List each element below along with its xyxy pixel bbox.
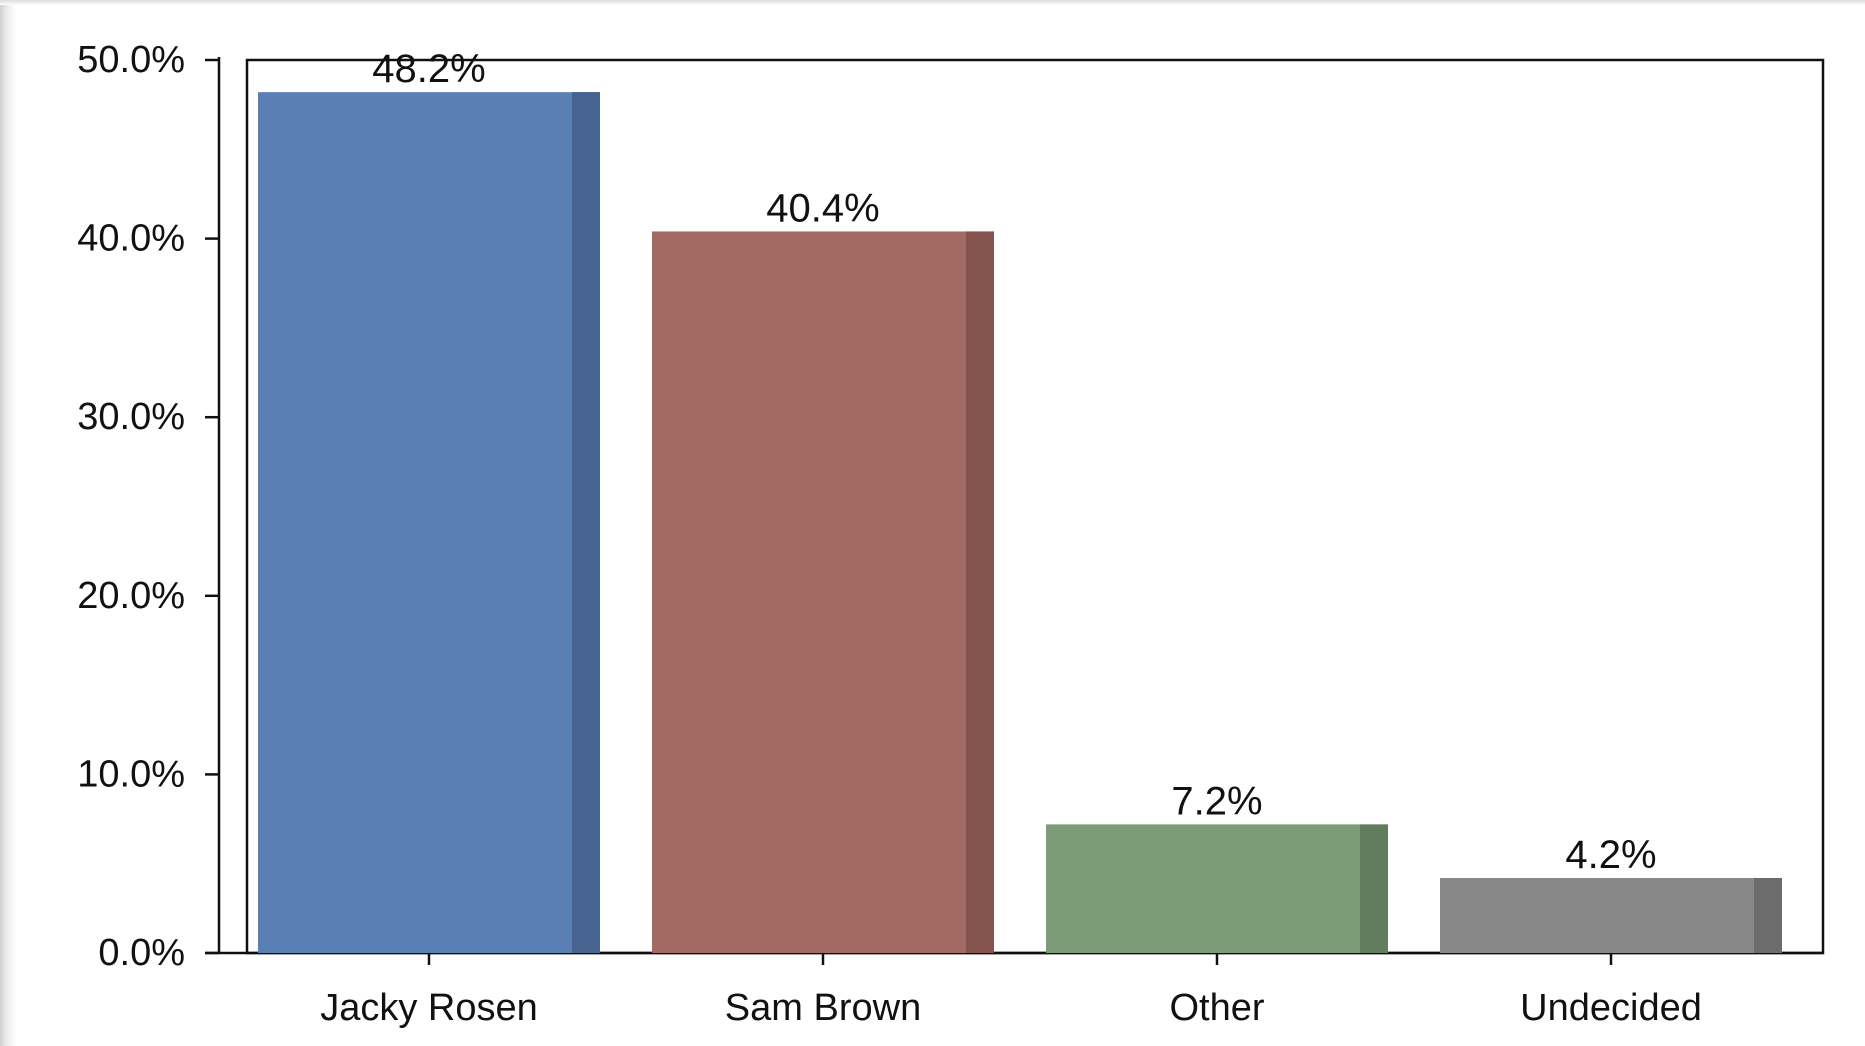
- y-tick-label: 50.0%: [77, 39, 185, 81]
- y-tick-label: 10.0%: [77, 753, 185, 795]
- bar-value-label: 4.2%: [1565, 833, 1656, 877]
- y-tick-label: 20.0%: [77, 575, 185, 617]
- x-category-label: Undecided: [1520, 987, 1702, 1029]
- bars-group: 48.2% 40.4% 7.2% 4.2%: [258, 47, 1782, 953]
- bar-side-shade: [1360, 824, 1388, 953]
- bar-side-shade: [966, 231, 994, 953]
- x-category-label: Jacky Rosen: [320, 987, 538, 1029]
- bar-undecided: [1440, 877, 1782, 953]
- bar-body: [1440, 877, 1782, 953]
- y-tick-label: 30.0%: [77, 396, 185, 438]
- x-category-label: Sam Brown: [725, 987, 921, 1029]
- bar-jacky-rosen: [258, 92, 600, 953]
- bar-body: [1046, 824, 1388, 953]
- window-top-edge: [0, 0, 1865, 5]
- bar-value-label: 40.4%: [766, 186, 879, 230]
- y-tick-label: 40.0%: [77, 218, 185, 260]
- y-axis-ticks: 0.0% 10.0% 20.0% 30.0% 40.0% 50.0%: [77, 39, 219, 974]
- bar-side-shade: [1754, 877, 1782, 953]
- x-category-label: Other: [1169, 987, 1264, 1029]
- y-tick-label: 0.0%: [98, 932, 185, 974]
- x-axis-ticks: Jacky Rosen Sam Brown Other Undecided: [320, 953, 1702, 1029]
- bar-body: [652, 231, 994, 953]
- bar-value-label: 7.2%: [1171, 779, 1262, 823]
- bar-body: [258, 92, 600, 953]
- bar-value-label: 48.2%: [372, 47, 485, 91]
- bar-other: [1046, 824, 1388, 953]
- bar-sam-brown: [652, 231, 994, 953]
- bar-side-shade: [572, 92, 600, 953]
